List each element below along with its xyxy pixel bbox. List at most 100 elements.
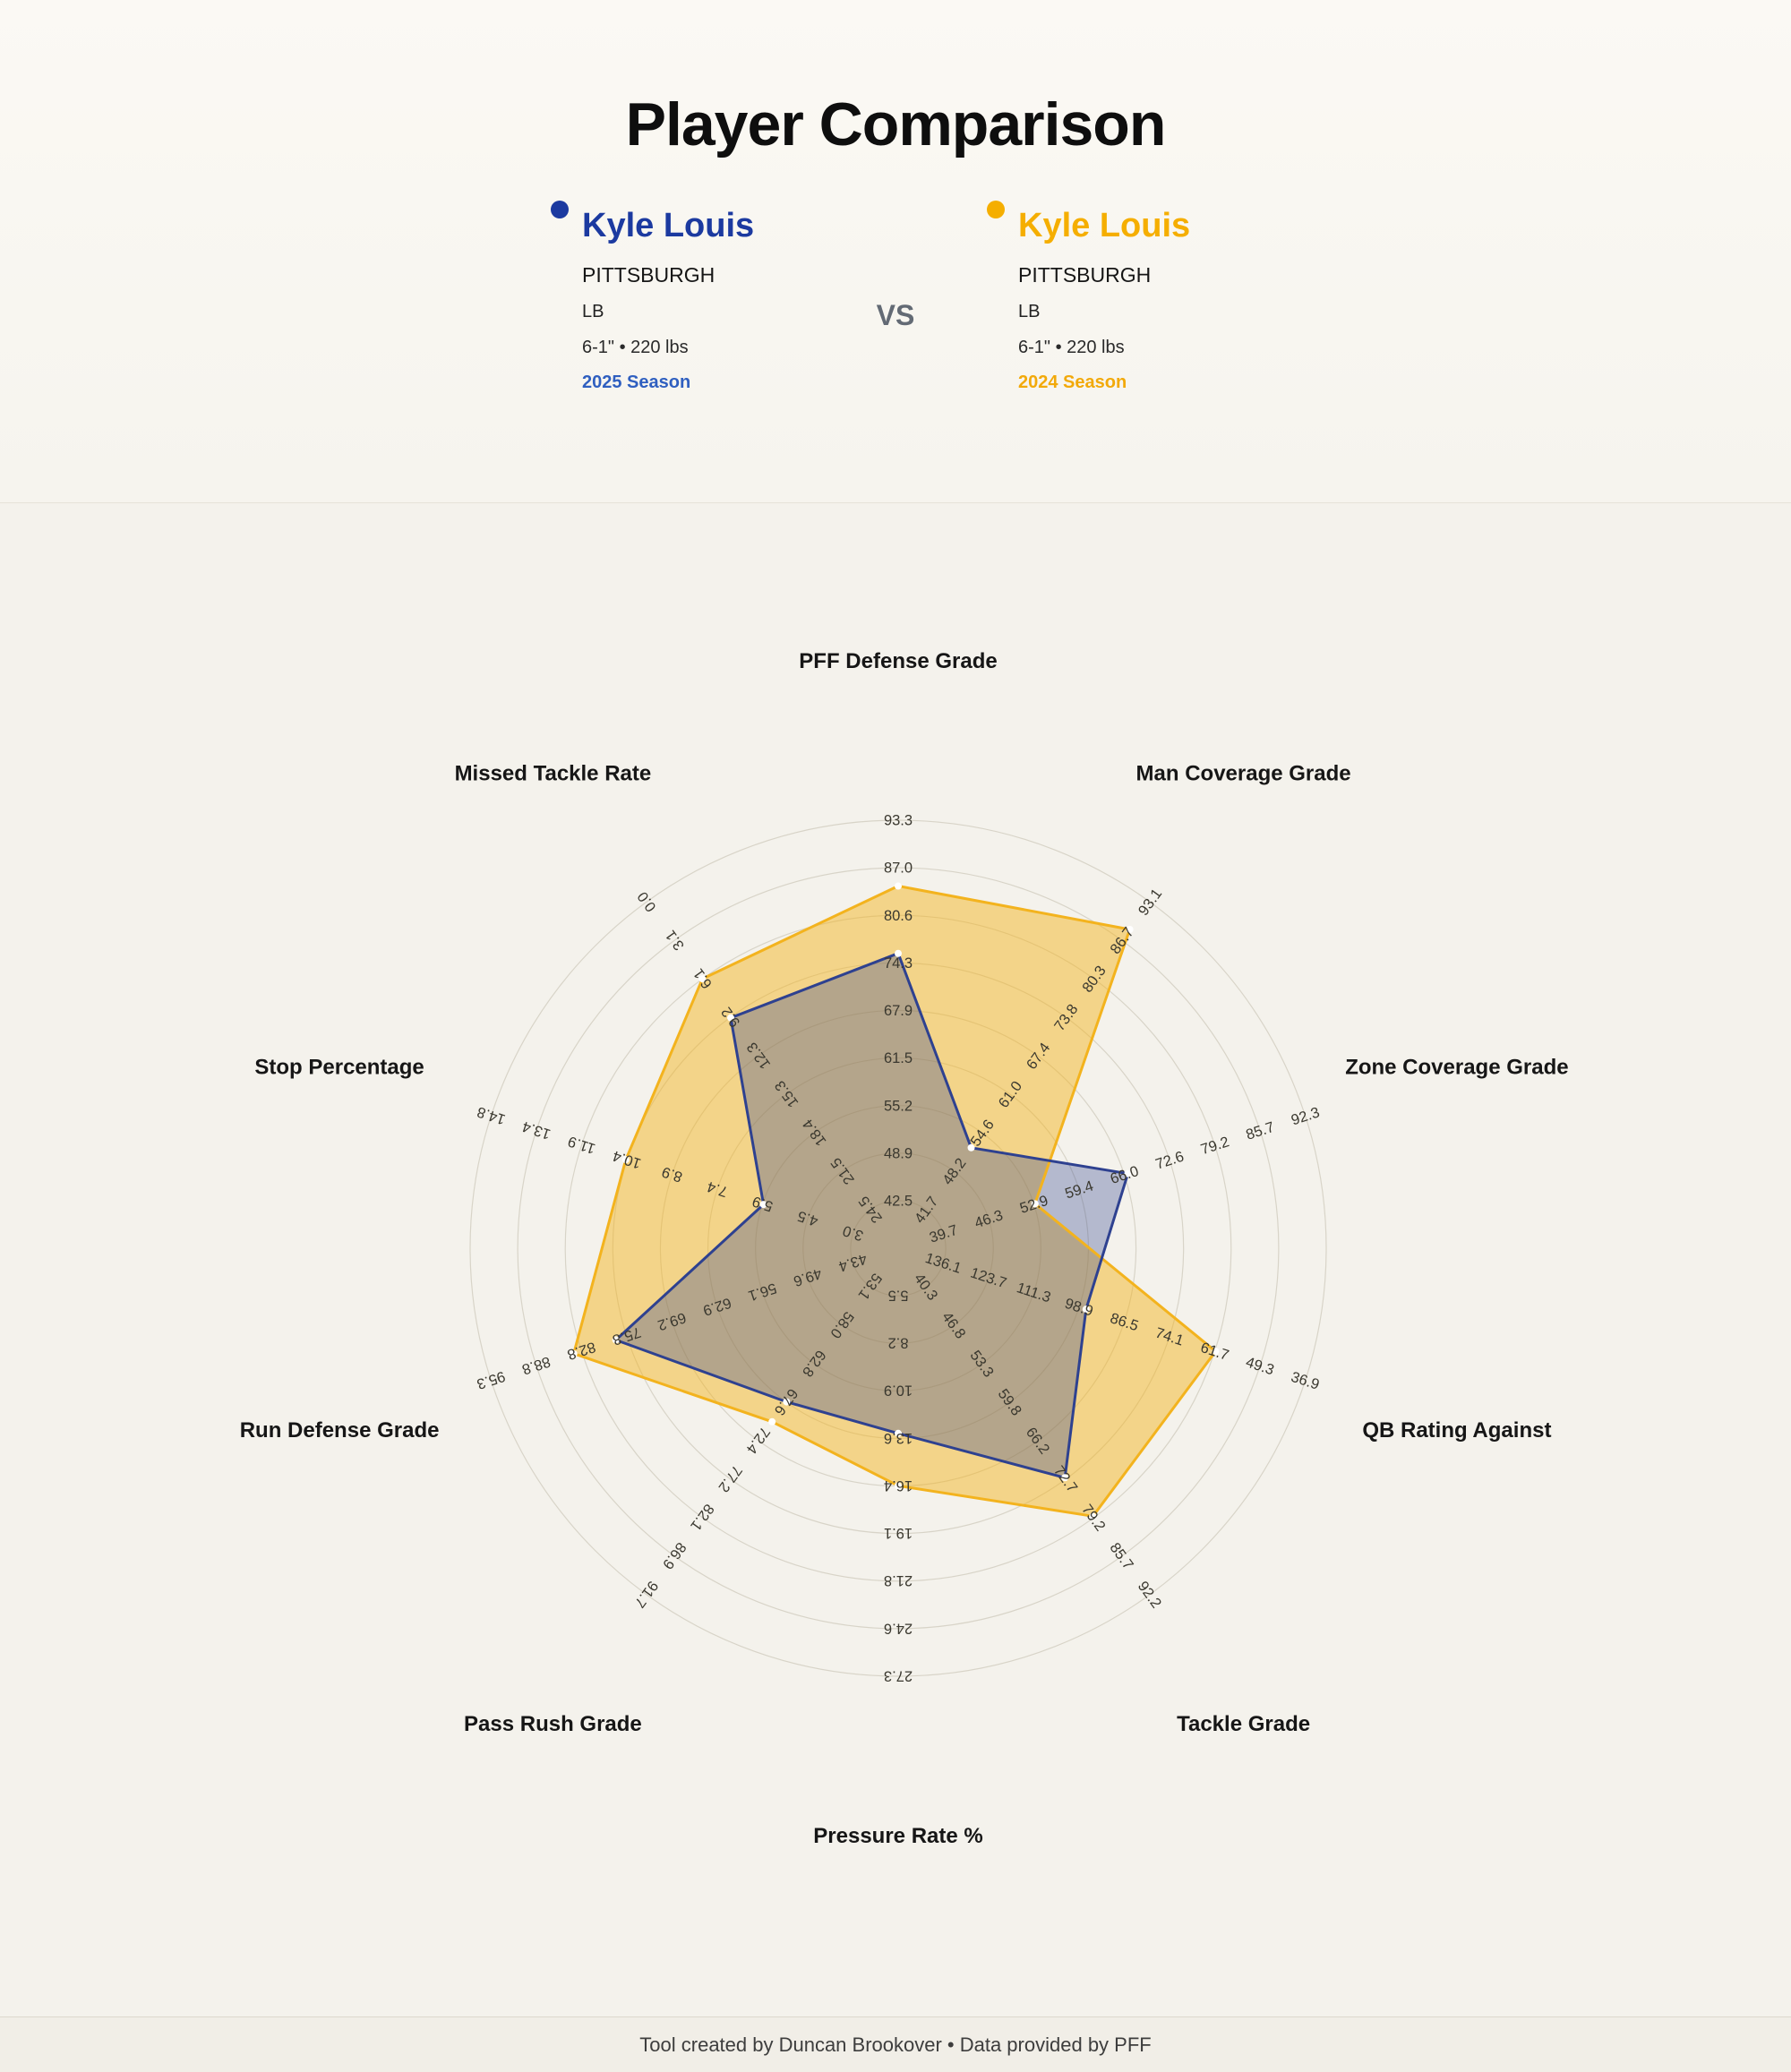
axis-tick-label: 8.2 xyxy=(888,1335,909,1351)
player2-name: Kyle Louis xyxy=(1018,207,1191,244)
player1-color-dot xyxy=(551,201,569,218)
page-title: Player Comparison xyxy=(625,90,1167,158)
series-vertex-dot-1 xyxy=(612,1336,620,1344)
axis-tick-label: 24.6 xyxy=(884,1620,913,1636)
series-vertex-dot-2 xyxy=(768,1417,776,1426)
axis-tick-label: 91.7 xyxy=(631,1578,661,1611)
chart-section: 42.5 48.9 55.2 61.5 67.9 74.3 80.6 87.0 93.3 41.7… xyxy=(0,503,1791,2016)
vs-label: VS xyxy=(876,299,915,331)
player1-name: Kyle Louis xyxy=(582,207,755,244)
series-vertex-dot-2 xyxy=(1089,1512,1097,1520)
axis-title-qb-rating-against: QB Rating Against xyxy=(1362,1418,1551,1443)
axis-tick-label: 10.9 xyxy=(884,1383,913,1399)
player-card-1: Kyle Louis PITTSBURGH LB 6-1" • 220 lbs … xyxy=(549,201,806,393)
axis-tick-label: 55.2 xyxy=(884,1098,913,1114)
player1-season: 2025 Season xyxy=(582,372,691,392)
axis-tick-label: 87.0 xyxy=(884,860,913,877)
grid-ring xyxy=(517,867,1280,1630)
series-vertex-dot-1 xyxy=(1124,1169,1132,1177)
grid-ring xyxy=(564,914,1232,1582)
axis-tick-label: 93.3 xyxy=(884,813,913,829)
axis-tick-label: 13.6 xyxy=(884,1430,913,1446)
axis-tick-label: 11.9 xyxy=(566,1133,597,1157)
series-vertex-dot-1 xyxy=(783,1398,791,1406)
axis-title-stop-percentage: Stop Percentage xyxy=(254,1055,424,1079)
axis-title-pass-rush-grade: Pass Rush Grade xyxy=(464,1712,642,1736)
grid-ring xyxy=(755,1105,1041,1391)
series-vertex-dot-1 xyxy=(727,1014,735,1022)
series-vertex-dot-1 xyxy=(1061,1474,1069,1482)
grid-ring xyxy=(802,1152,994,1344)
axis-tick-label: 3.1 xyxy=(663,927,688,953)
axis-tick-label: 88.8 xyxy=(520,1353,553,1377)
axis-tick-label: 72.4 xyxy=(743,1424,773,1457)
axis-tick-label: 74.3 xyxy=(884,955,913,972)
axis-tick-label: 66.0 xyxy=(1109,1163,1141,1187)
series-vertex-dot-2 xyxy=(1212,1348,1220,1356)
axis-tick-label: 48.9 xyxy=(884,1145,913,1161)
player1-position: LB xyxy=(582,302,604,321)
series-vertex-dot-1 xyxy=(895,949,902,957)
axis-tick-label: 85.7 xyxy=(1106,1540,1135,1573)
player2-season: 2024 Season xyxy=(1018,372,1127,392)
axis-tick-label: 67.9 xyxy=(884,1003,913,1019)
axis-tick-label: 19.1 xyxy=(884,1525,913,1541)
axis-tick-label: 95.3 xyxy=(475,1368,507,1392)
axis-tick-label: 5.5 xyxy=(888,1287,909,1303)
axis-tick-label: 85.7 xyxy=(1244,1119,1276,1143)
axis-tick-label: 21.8 xyxy=(884,1572,913,1588)
player2-position: LB xyxy=(1018,302,1041,321)
axis-title-zone-coverage-grade: Zone Coverage Grade xyxy=(1345,1055,1568,1079)
axis-tick-label: 61.5 xyxy=(884,1050,913,1066)
player1-team: PITTSBURGH xyxy=(582,263,716,287)
player-card-2: Kyle Louis PITTSBURGH LB 6-1" • 220 lbs … xyxy=(985,201,1242,393)
axis-tick-label: 79.2 xyxy=(1199,1134,1231,1158)
axis-tick-label: 16.4 xyxy=(884,1477,913,1494)
axis-tick-label: 80.6 xyxy=(884,908,913,924)
player2-team: PITTSBURGH xyxy=(1018,263,1152,287)
axis-tick-label: 72.6 xyxy=(1153,1149,1186,1173)
axis-tick-label: 92.3 xyxy=(1290,1104,1322,1128)
grid-ring xyxy=(469,819,1327,1677)
axis-title-pressure-rate-: Pressure Rate % xyxy=(813,1824,982,1846)
radar-chart: 42.548.955.261.567.974.380.687.093.341.7… xyxy=(240,649,1569,1846)
series-vertex-dot-2 xyxy=(1126,926,1134,934)
axis-tick-label: 27.3 xyxy=(884,1667,913,1683)
axis-tick-label: 92.2 xyxy=(1135,1579,1164,1612)
axis-tick-label: 14.8 xyxy=(476,1103,508,1127)
axis-tick-label: 86.9 xyxy=(659,1539,689,1572)
axis-tick-label: 82.1 xyxy=(687,1501,716,1534)
player2-measurables: 6-1" • 220 lbs xyxy=(1018,338,1125,357)
player1-measurables: 6-1" • 220 lbs xyxy=(582,338,689,357)
axis-title-missed-tackle-rate: Missed Tackle Rate xyxy=(455,761,652,785)
axis-title-tackle-grade: Tackle Grade xyxy=(1177,1712,1310,1736)
series-vertex-dot-2 xyxy=(1031,1200,1039,1208)
series-vertex-dot-2 xyxy=(698,975,707,983)
axis-tick-label: 36.9 xyxy=(1289,1369,1321,1393)
series-vertex-dot-2 xyxy=(570,1349,578,1357)
series-vertex-dot-1 xyxy=(759,1201,767,1209)
axis-tick-label: 93.1 xyxy=(1135,886,1165,919)
axis-tick-label: 13.4 xyxy=(520,1118,553,1143)
series-vertex-dot-2 xyxy=(895,1482,902,1490)
axis-title-pff-defense-grade: PFF Defense Grade xyxy=(799,649,997,673)
axis-tick-label: 0.0 xyxy=(634,888,659,914)
series-vertex-dot-1 xyxy=(895,1429,902,1437)
grid-ring xyxy=(850,1200,947,1297)
series-vertex-dot-1 xyxy=(967,1143,975,1152)
series-vertex-dot-1 xyxy=(1082,1306,1090,1314)
header: Player Comparison Kyle Louis PITTSBURGH … xyxy=(0,0,1791,503)
series-vertex-dot-2 xyxy=(895,882,902,890)
series-vertex-dot-2 xyxy=(621,1156,630,1164)
grid-ring xyxy=(612,962,1185,1535)
axis-title-run-defense-grade: Run Defense Grade xyxy=(240,1418,440,1443)
player-comparison-header: Kyle Louis PITTSBURGH LB 6-1" • 220 lbs … xyxy=(0,201,1791,393)
axis-tick-label: 77.2 xyxy=(715,1462,744,1495)
footer: Tool created by Duncan Brookover • Data … xyxy=(0,2016,1791,2072)
footer-credit: Tool created by Duncan Brookover • Data … xyxy=(639,2033,1152,2056)
player2-color-dot xyxy=(987,201,1005,218)
axis-tick-label: 49.3 xyxy=(1244,1354,1276,1378)
axis-title-man-coverage-grade: Man Coverage Grade xyxy=(1136,761,1351,785)
series-fill-1 xyxy=(615,953,1128,1478)
